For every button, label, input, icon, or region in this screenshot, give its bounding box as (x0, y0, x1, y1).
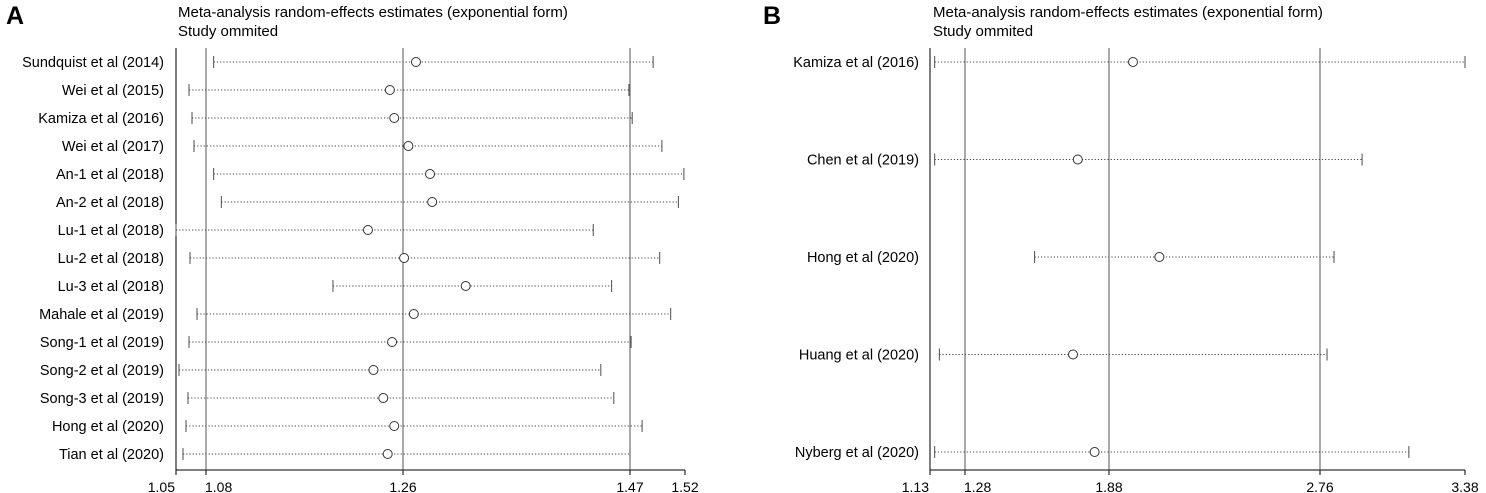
chart-subtitle: Study ommited (933, 23, 1034, 40)
estimate-point (382, 449, 393, 459)
study-label: Hong et al (2020) (807, 250, 919, 266)
estimate-point (362, 225, 373, 235)
estimate-point (384, 85, 395, 95)
estimate-point (410, 57, 421, 67)
x-tick-label: 1.05 (148, 479, 175, 493)
study-label: Huang et al (2020) (799, 348, 919, 364)
study-label: An-1 et al (2018) (56, 167, 164, 183)
study-label: Hong et al (2020) (52, 419, 164, 435)
panel-b: B Meta-analysis random-effects estimates… (743, 0, 1486, 493)
x-tick-label: 1.88 (1095, 479, 1122, 493)
chart-title-line: Meta-analysis random-effects estimates (… (178, 4, 568, 21)
estimate-point (378, 393, 389, 403)
estimate-point (1068, 349, 1078, 360)
chart-title: Meta-analysis random-effects estimates (… (178, 3, 568, 41)
estimate-point (389, 421, 400, 431)
study-label: Wei et al (2017) (62, 139, 164, 155)
estimate-point (389, 113, 400, 123)
forest-plot-b: 1.13 1.28 1.88 2.76 3.38 Kamiza et al (2016) C… (793, 48, 1479, 493)
study-label: Song-3 et al (2019) (40, 391, 164, 407)
estimate-point (427, 197, 438, 207)
chart-subtitle: Study ommited (178, 23, 279, 40)
study-label: Lu-2 et al (2018) (58, 251, 164, 267)
estimate-point (399, 253, 410, 263)
estimate-point (408, 309, 419, 319)
study-label: Song-2 et al (2019) (40, 363, 164, 379)
study-label: Lu-1 et al (2018) (58, 223, 164, 239)
estimate-point (1154, 252, 1165, 262)
study-label: Sundquist et al (2014) (22, 55, 164, 71)
x-tick-label: 1.47 (616, 479, 643, 493)
estimate-point (1072, 154, 1083, 165)
study-label: Nyberg et al (2020) (795, 445, 919, 461)
study-label: Mahale et al (2019) (39, 307, 164, 323)
estimate-point (368, 365, 379, 375)
x-tick-label: 1.13 (902, 479, 929, 493)
chart-title-line: Meta-analysis random-effects estimates (… (933, 4, 1323, 21)
study-label: Kamiza et al (2016) (38, 111, 164, 127)
study-label: Kamiza et al (2016) (793, 55, 919, 71)
estimate-point (387, 337, 398, 347)
x-tick-label: 1.08 (205, 479, 232, 493)
x-tick-label: 2.76 (1306, 479, 1333, 493)
study-label: Wei et al (2015) (62, 83, 164, 99)
study-label: Tian et al (2020) (59, 447, 164, 463)
estimate-point (1127, 57, 1138, 67)
estimate-point (425, 169, 436, 179)
estimate-point (1089, 447, 1100, 457)
estimate-point (403, 141, 414, 151)
study-label: Lu-3 et al (2018) (58, 279, 164, 295)
x-tick-label: 1.28 (964, 479, 991, 493)
panel-letter: A (6, 2, 25, 30)
estimate-point (460, 281, 471, 291)
study-label: Song-1 et al (2019) (40, 335, 164, 351)
study-label: Chen et al (2019) (807, 153, 919, 169)
chart-title: Meta-analysis random-effects estimates (… (933, 3, 1323, 41)
x-tick-label: 3.38 (1451, 479, 1478, 493)
study-label: An-2 et al (2018) (56, 195, 164, 211)
panel-letter: B (763, 2, 782, 30)
x-tick-label: 1.52 (671, 479, 698, 493)
forest-plot-a: 1.05 1.08 1.26 1.47 1.52 Sundquist et al (201… (22, 48, 699, 493)
panel-a: A Meta-analysis random-effects estimates… (6, 2, 699, 493)
x-tick-label: 1.26 (389, 479, 416, 493)
